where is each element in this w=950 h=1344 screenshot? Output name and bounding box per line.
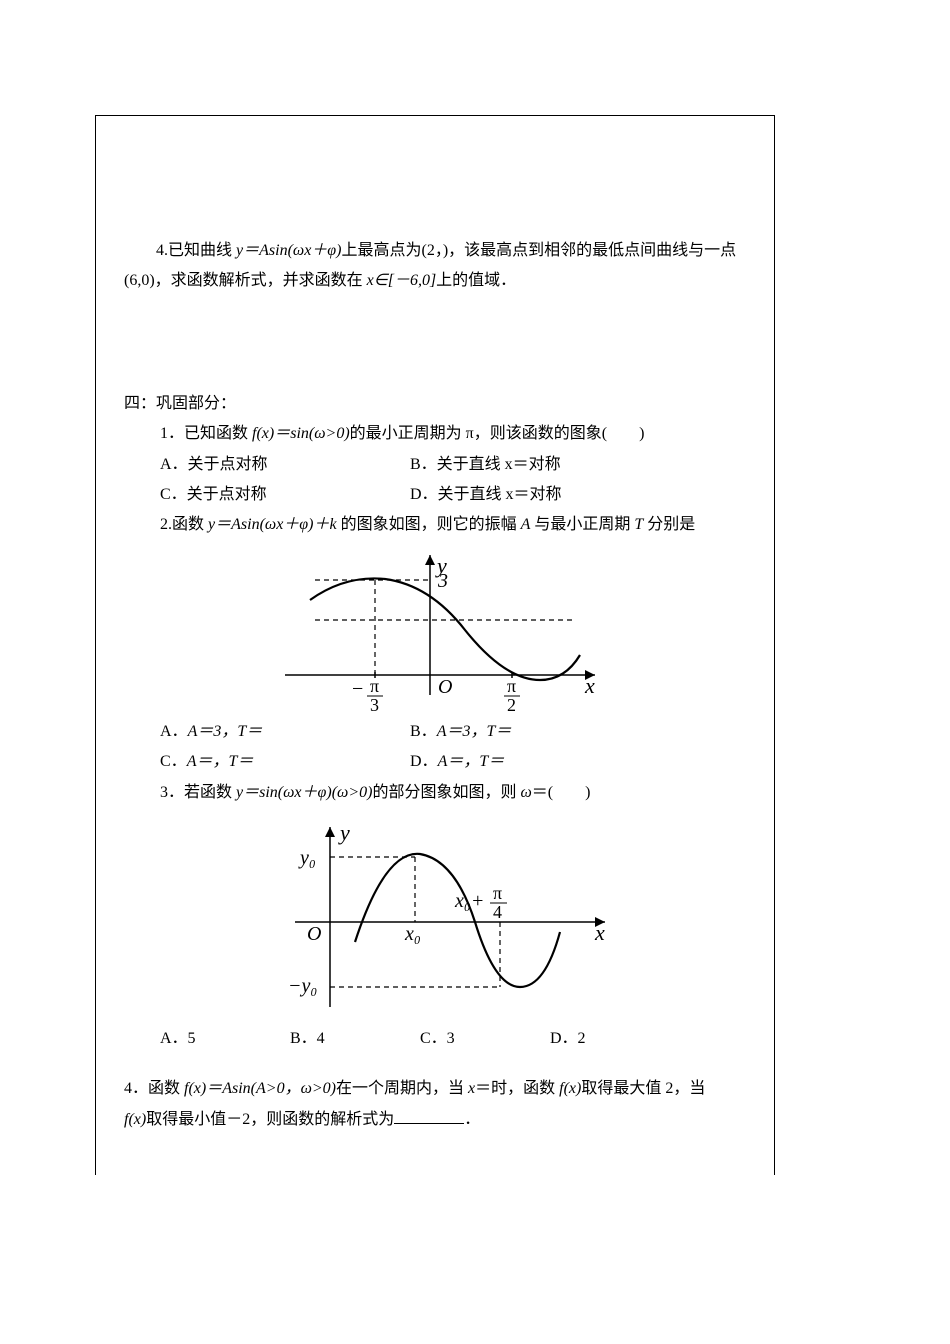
text: ＝时，函数 bbox=[475, 1080, 559, 1097]
q2-optC: C．A＝，T＝ bbox=[160, 747, 410, 777]
text: ＝( ) bbox=[532, 784, 591, 801]
q3-options: A．5 B．4 C．3 D．2 bbox=[124, 1024, 746, 1054]
q3-figure: y x O y₀ −y₀ x₀ x₀+ π 4 bbox=[124, 812, 746, 1022]
var: ω bbox=[520, 784, 531, 801]
formula: y＝Asin(ωx＋φ)＋k bbox=[208, 516, 337, 533]
q2-figure: 3 y x O − π 3 π 2 bbox=[124, 545, 746, 715]
text: 上的值域． bbox=[436, 272, 516, 289]
svg-text:π: π bbox=[370, 676, 379, 696]
formula: f(x)＝sin(ω>0) bbox=[252, 425, 350, 442]
formula: y＝Asin(ωx＋φ) bbox=[236, 242, 341, 259]
q2-optA: A．A＝3，T＝ bbox=[160, 717, 410, 747]
text: 4.已知曲线 bbox=[156, 242, 236, 259]
svg-text:x₀: x₀ bbox=[404, 923, 421, 945]
q3-optB: B．4 bbox=[290, 1024, 420, 1054]
q1-optB: B．关于直线 x＝对称 bbox=[410, 450, 746, 480]
text: 3．若函数 bbox=[160, 784, 236, 801]
section-title: 四：巩固部分： bbox=[124, 389, 746, 419]
svg-text:x₀+: x₀+ bbox=[454, 890, 484, 912]
svg-text:x: x bbox=[594, 920, 605, 945]
text: 的图象如图，则它的振幅 bbox=[337, 516, 521, 533]
svg-text:2: 2 bbox=[507, 695, 516, 715]
text: 2.函数 bbox=[160, 516, 208, 533]
text: ． bbox=[464, 1111, 480, 1128]
text: 与最小正周期 bbox=[530, 516, 634, 533]
svg-text:y: y bbox=[338, 820, 350, 845]
q1-optC: C．关于点对称 bbox=[160, 480, 410, 510]
q1-optA: A．关于点对称 bbox=[160, 450, 410, 480]
text: 取得最大值 2，当 bbox=[581, 1080, 705, 1097]
y-axis-label: y bbox=[435, 553, 447, 578]
svg-text:π: π bbox=[493, 883, 502, 903]
q2-options-row1: A．A＝3，T＝ B．A＝3，T＝ bbox=[124, 717, 746, 747]
svg-text:π: π bbox=[507, 676, 516, 696]
spacer bbox=[124, 1054, 746, 1064]
q3-stem: 3．若函数 y＝sin(ωx＋φ)(ω>0)的部分图象如图，则 ω＝( ) bbox=[124, 778, 746, 808]
q3-optC: C．3 bbox=[420, 1024, 550, 1054]
text: 4．函数 bbox=[124, 1080, 184, 1097]
q4-line2: f(x)取得最小值－2，则函数的解析式为 ． bbox=[124, 1105, 746, 1135]
top-problem: 4.已知曲线 y＝Asin(ωx＋φ)上最高点为(2，)，该最高点到相邻的最低点… bbox=[124, 236, 746, 297]
q2-stem: 2.函数 y＝Asin(ωx＋φ)＋k 的图象如图，则它的振幅 A 与最小正周期… bbox=[124, 510, 746, 540]
formula: x∈[－6,0] bbox=[367, 272, 437, 289]
spacer bbox=[124, 297, 746, 387]
text: 分别是 bbox=[643, 516, 695, 533]
svg-text:−: − bbox=[352, 678, 363, 700]
q1-optD: D．关于直线 x＝对称 bbox=[410, 480, 746, 510]
text: 的部分图象如图，则 bbox=[372, 784, 520, 801]
x-axis-label: x bbox=[584, 673, 595, 698]
spacer bbox=[124, 1064, 746, 1074]
formula: f(x) bbox=[559, 1080, 581, 1097]
formula: f(x) bbox=[124, 1111, 146, 1128]
text: 1．已知函数 bbox=[160, 425, 252, 442]
svg-text:−y₀: −y₀ bbox=[288, 975, 317, 997]
text: 的最小正周期为 π，则该函数的图象( ) bbox=[350, 425, 645, 442]
var: T bbox=[634, 516, 643, 533]
q4-stem: 4．函数 f(x)＝Asin(A>0，ω>0)在一个周期内，当 x＝时，函数 f… bbox=[124, 1074, 746, 1104]
q1-stem: 1．已知函数 f(x)＝sin(ω>0)的最小正周期为 π，则该函数的图象( ) bbox=[124, 419, 746, 449]
q1-options-row2: C．关于点对称 D．关于直线 x＝对称 bbox=[124, 480, 746, 510]
text: 取得最小值－2，则函数的解析式为 bbox=[146, 1111, 394, 1128]
svg-text:y₀: y₀ bbox=[298, 847, 316, 869]
blank-line bbox=[394, 1108, 464, 1124]
var: A bbox=[521, 516, 531, 533]
q3-optD: D．2 bbox=[550, 1024, 680, 1054]
q2-chart-svg: 3 y x O − π 3 π 2 bbox=[255, 545, 615, 715]
q3-optA: A．5 bbox=[160, 1024, 290, 1054]
svg-text:4: 4 bbox=[493, 902, 502, 922]
formula: y＝sin(ωx＋φ)(ω>0) bbox=[236, 784, 372, 801]
q2-options-row2: C．A＝，T＝ D．A＝，T＝ bbox=[124, 747, 746, 777]
q1-options-row1: A．关于点对称 B．关于直线 x＝对称 bbox=[124, 450, 746, 480]
q3-chart-svg: y x O y₀ −y₀ x₀ x₀+ π 4 bbox=[245, 812, 625, 1022]
svg-text:3: 3 bbox=[370, 695, 379, 715]
origin-label: O bbox=[438, 676, 452, 698]
q2-optD: D．A＝，T＝ bbox=[410, 747, 746, 777]
text: 在一个周期内，当 bbox=[336, 1080, 468, 1097]
formula: f(x)＝Asin(A>0，ω>0) bbox=[184, 1080, 336, 1097]
page-frame: 4.已知曲线 y＝Asin(ωx＋φ)上最高点为(2，)，该最高点到相邻的最低点… bbox=[95, 115, 775, 1175]
q2-optB: B．A＝3，T＝ bbox=[410, 717, 746, 747]
svg-text:O: O bbox=[307, 923, 321, 945]
